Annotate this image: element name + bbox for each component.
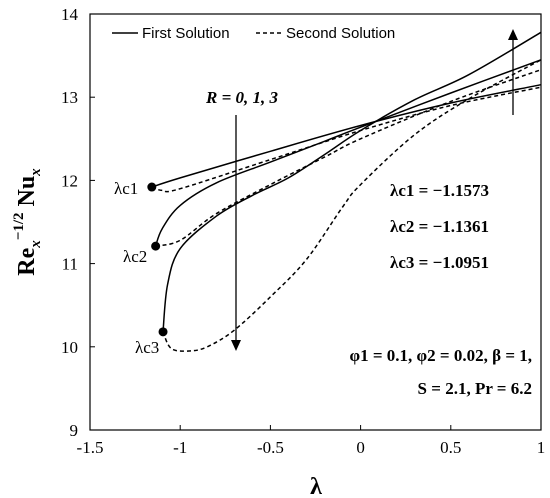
series-line-r0-second (151, 86, 542, 193)
x-tick-label: -1.5 (77, 438, 104, 457)
critical-label-2: λc2 (123, 247, 147, 266)
critical-point-marker-3 (158, 327, 168, 337)
x-tick-label: -0.5 (257, 438, 284, 457)
x-tick-label: 1 (537, 438, 546, 457)
y-tick-label: 10 (61, 338, 78, 357)
series-line-r3-first (162, 31, 542, 332)
y-tick-label: 9 (70, 421, 79, 440)
annotation-r-values: R = 0, 1, 3 (205, 88, 279, 107)
critical-point-marker-2 (151, 241, 161, 251)
arrow-down (231, 115, 241, 351)
axis-ticks: -1.5 -1 -0.5 0 0.5 1 9 10 11 12 13 14 (61, 5, 545, 457)
critical-point-markers (147, 182, 168, 337)
x-axis-title: λ (310, 474, 322, 498)
legend-first-solution: First Solution (142, 25, 230, 42)
series-layer (151, 31, 542, 352)
y-tick-label: 13 (61, 88, 78, 107)
y-tick-label: 12 (61, 171, 78, 190)
x-tick-label: 0.5 (440, 438, 461, 457)
series-line-r1-first (154, 59, 542, 247)
legend: First Solution Second Solution (112, 25, 395, 42)
x-tick-label: 0 (356, 438, 365, 457)
y-tick-label: 14 (61, 5, 79, 24)
legend-second-solution: Second Solution (286, 25, 395, 42)
critical-value-3: λc3 = −1.0951 (390, 253, 489, 272)
critical-value-2: λc2 = −1.1361 (390, 217, 489, 236)
arrow-up (508, 29, 518, 115)
plot-frame (89, 13, 542, 431)
y-axis-title: Rex−1/2Nux (11, 168, 44, 276)
annotation-params-line1: φ1 = 0.1, φ2 = 0.02, β = 1, (350, 346, 532, 365)
critical-value-1: λc1 = −1.1573 (390, 181, 489, 200)
series-line-r3-second (162, 59, 542, 352)
critical-label-3: λc3 (135, 338, 159, 357)
critical-point-marker-1 (147, 182, 157, 192)
series-line-r0-first (151, 83, 542, 188)
annotation-params-line2: S = 2.1, Pr = 6.2 (418, 379, 532, 398)
critical-label-1: λc1 (114, 179, 138, 198)
x-tick-label: -1 (173, 438, 187, 457)
y-tick-label: 11 (62, 255, 78, 274)
